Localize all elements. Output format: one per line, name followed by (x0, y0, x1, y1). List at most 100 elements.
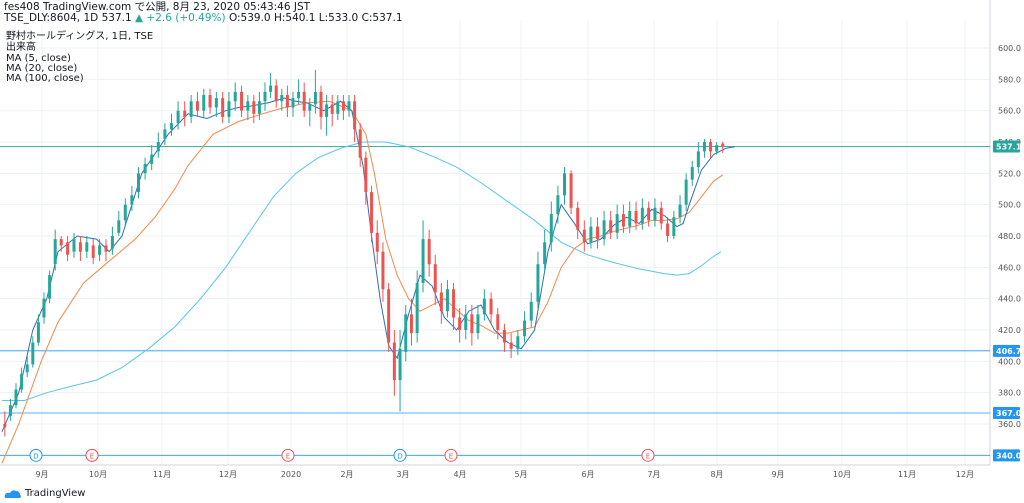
up-arrow-icon: ▲ (134, 12, 144, 24)
candle-body (150, 154, 154, 164)
candle-body (621, 214, 625, 227)
last-price: 537.1 (101, 12, 132, 24)
candle-body (496, 314, 500, 330)
candle-body (336, 101, 340, 114)
y-tick-label: 520.0 (998, 169, 1021, 178)
legend-ma20[interactable]: MA (20, close) (6, 63, 78, 74)
event-marker-label: E (90, 452, 94, 460)
x-tick-label: 2月 (340, 470, 353, 479)
candle-body (341, 101, 345, 111)
candle-body (596, 226, 599, 240)
price-badge (993, 140, 1020, 153)
candle-body (569, 173, 573, 208)
candle-body (476, 314, 480, 334)
candle-body (549, 214, 553, 243)
x-tick-label: 3月 (396, 470, 409, 479)
x-tick-label: 11月 (898, 470, 916, 479)
price-badge-label: 406.7 (996, 347, 1021, 356)
candle-body (297, 91, 301, 99)
publish-info: fes408 TradingView.com で公開, 8月 23, 2020 … (4, 1, 311, 13)
candle-body (445, 289, 449, 312)
brand-label: TradingView (25, 488, 86, 499)
price-badge-label: 367.0 (996, 409, 1022, 418)
candle-body (640, 207, 644, 224)
candle-body (582, 229, 586, 243)
candle-body (696, 151, 700, 168)
event-marker (444, 448, 458, 462)
ma100-line (2, 141, 722, 401)
candle-body (240, 91, 244, 111)
x-tick-label: 12月 (219, 470, 237, 479)
candle-body (375, 232, 379, 252)
event-marker-label: D (397, 452, 402, 460)
x-tick-label: 5月 (514, 470, 527, 479)
candle-body (117, 220, 121, 233)
y-tick-label: 580.0 (998, 75, 1021, 84)
candle-body (137, 173, 140, 193)
y-tick-label: 420.0 (998, 326, 1021, 335)
candle-body (66, 242, 70, 255)
legend-ma100[interactable]: MA (100, close) (6, 73, 84, 84)
candle-body (576, 207, 580, 230)
candle-body (702, 142, 706, 152)
candle-body (615, 214, 619, 233)
candle-body (269, 85, 273, 92)
candle-body (130, 195, 134, 205)
candle-body (563, 173, 566, 196)
x-tick-label: 9月 (35, 470, 48, 479)
candle-body (721, 143, 725, 147)
event-marker-label: E (646, 452, 650, 460)
candle-body (684, 179, 688, 205)
candle-body (263, 91, 267, 102)
price-badge (993, 449, 1020, 462)
candle-body (110, 236, 114, 249)
candle-body (381, 251, 385, 290)
candle-body (59, 239, 63, 246)
candle-body (53, 239, 57, 265)
candle-body (439, 292, 443, 312)
candle-body (358, 129, 362, 158)
candle-body (85, 242, 89, 252)
candle-body (183, 110, 187, 117)
y-tick-label: 360.0 (998, 420, 1021, 429)
candle-body (464, 314, 468, 330)
legend-volume[interactable]: 出来高 (6, 42, 36, 53)
candle-body (690, 167, 694, 180)
candle-body (659, 207, 663, 224)
legend-ma5[interactable]: MA (5, close) (6, 53, 71, 64)
candle-body (427, 239, 431, 265)
candle-body (502, 330, 506, 343)
candle-body (325, 104, 329, 117)
candle-body (31, 342, 35, 365)
x-tick-label: 4月 (453, 470, 466, 479)
event-marker-label: E (449, 452, 453, 460)
event-marker-label: D (33, 452, 38, 460)
x-tick-label: 10月 (89, 470, 107, 479)
candle-body (536, 264, 540, 302)
candle-body (319, 91, 323, 117)
tradingview-logo[interactable]: TradingView (4, 488, 85, 499)
event-marker (85, 448, 99, 462)
x-tick-label: 10月 (833, 470, 851, 479)
candle-body (370, 192, 374, 233)
candle-body (458, 317, 462, 330)
candle-body (257, 101, 261, 114)
price-badge (993, 344, 1020, 357)
candle-body (20, 373, 24, 390)
candle-body (91, 245, 95, 258)
y-tick-label: 440.0 (998, 295, 1021, 304)
candle-body (452, 289, 456, 318)
legend-title[interactable]: 野村ホールディングス, 1日, TSE (6, 31, 154, 42)
ohlc-values: O:539.0 H:540.1 L:533.0 C:537.1 (228, 12, 403, 24)
candle-body (364, 157, 368, 193)
candle-body (291, 98, 295, 108)
candle-body (556, 195, 560, 215)
price-change: +2.6 (+0.49%) (146, 12, 226, 24)
candle-body (98, 245, 102, 255)
x-tick-label: 8月 (710, 470, 723, 479)
candle-body (78, 242, 82, 252)
y-tick-label: 560.0 (998, 107, 1021, 116)
candle-body (143, 163, 147, 174)
candle-body (415, 283, 419, 334)
